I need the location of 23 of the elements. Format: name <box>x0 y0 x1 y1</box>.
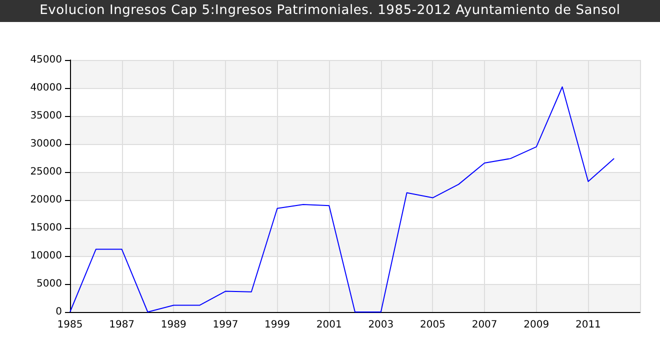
y-tick-label: 20000 <box>30 194 62 206</box>
x-tick-label: 2005 <box>420 320 446 330</box>
y-tick-label: 10000 <box>30 250 62 262</box>
y-tick-label: 40000 <box>30 82 62 94</box>
y-tick-label: 5000 <box>36 278 62 290</box>
x-tick-label: 1987 <box>109 320 135 330</box>
y-tick-label: 25000 <box>30 166 62 178</box>
y-tick-label: 35000 <box>30 110 62 122</box>
chart-title: Evolucion Ingresos Cap 5:Ingresos Patrimoniales. 1985-2012 Ayuntamiento de Sansol <box>0 0 660 22</box>
x-tick-label: 1999 <box>264 320 290 330</box>
y-tick-label: 30000 <box>30 138 62 150</box>
x-tick-label: 2011 <box>575 320 601 330</box>
x-tick-label: 1985 <box>57 320 83 330</box>
line-series <box>70 86 615 312</box>
x-tick-label: 2003 <box>368 320 394 330</box>
x-tick-label: 2001 <box>316 320 342 330</box>
y-tick-label: 45000 <box>30 54 62 66</box>
x-tick-label: 1989 <box>160 320 186 330</box>
x-tick-label: 2007 <box>472 320 498 330</box>
y-tick-label: 15000 <box>30 222 62 234</box>
y-tick-label: 0 <box>56 306 62 318</box>
x-tick-label: 2009 <box>524 320 550 330</box>
x-tick-label: 1997 <box>212 320 238 330</box>
